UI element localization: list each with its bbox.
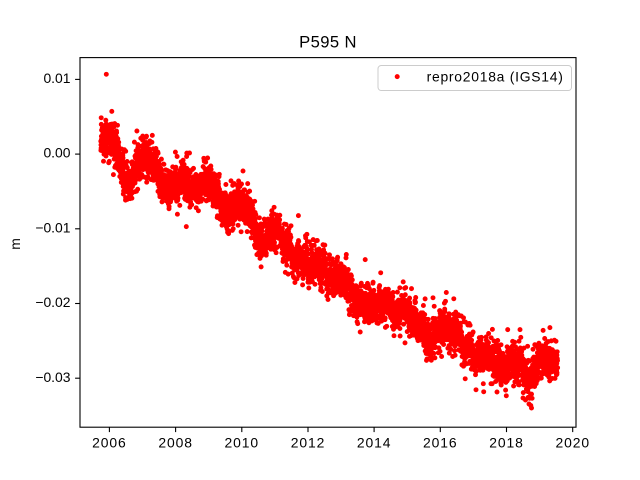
svg-text:−0.03: −0.03 [35, 369, 70, 385]
svg-text:2008: 2008 [158, 435, 193, 451]
svg-text:repro2018a (IGS14): repro2018a (IGS14) [427, 69, 564, 85]
svg-text:0.01: 0.01 [43, 70, 70, 86]
svg-text:2020: 2020 [555, 435, 590, 451]
svg-text:m: m [7, 238, 23, 250]
svg-text:−0.02: −0.02 [35, 294, 70, 310]
svg-text:−0.01: −0.01 [35, 219, 70, 235]
svg-text:2016: 2016 [423, 435, 458, 451]
svg-text:2018: 2018 [489, 435, 524, 451]
svg-text:P595 N: P595 N [299, 33, 357, 52]
svg-text:2006: 2006 [92, 435, 127, 451]
svg-text:2014: 2014 [357, 435, 392, 451]
svg-text:2012: 2012 [291, 435, 326, 451]
svg-text:2010: 2010 [225, 435, 260, 451]
svg-text:0.00: 0.00 [43, 145, 70, 161]
